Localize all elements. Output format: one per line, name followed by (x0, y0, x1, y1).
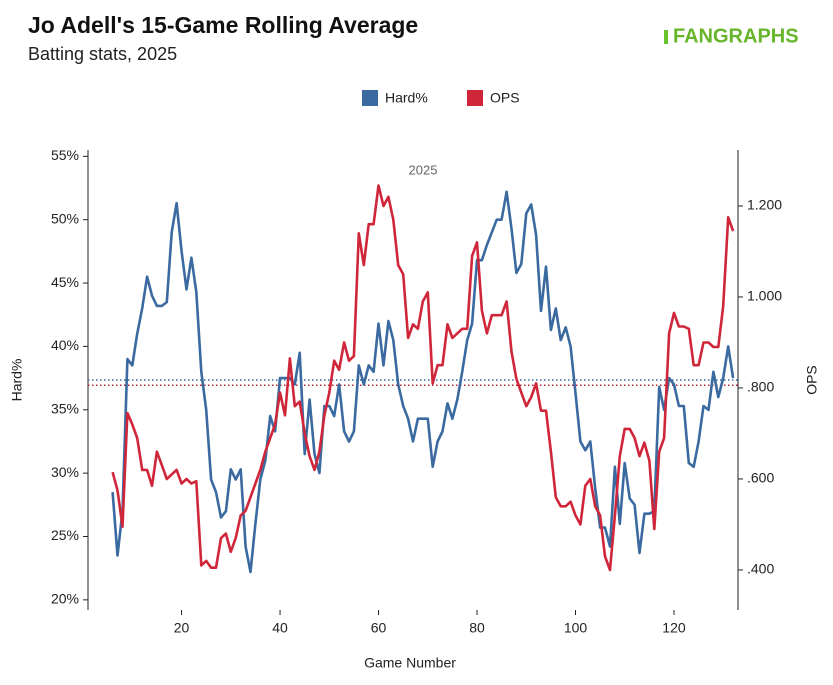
y2-axis-label: OPS (804, 365, 820, 395)
y2-tick-label: .600 (747, 470, 774, 486)
legend-label: Hard% (385, 90, 428, 106)
legend-swatch (467, 90, 483, 106)
y-tick-label: 25% (51, 527, 79, 543)
x-tick-label: 60 (371, 620, 387, 636)
legend-label: OPS (490, 90, 520, 106)
x-tick-label: 40 (272, 620, 288, 636)
y2-tick-label: .400 (747, 561, 774, 577)
x-tick-label: 120 (662, 620, 686, 636)
y2-tick-label: .800 (747, 379, 774, 395)
x-axis-label: Game Number (364, 655, 456, 671)
y-tick-label: 30% (51, 464, 79, 480)
logo: FANGRAPHS (673, 25, 799, 47)
y-tick-label: 50% (51, 210, 79, 226)
x-tick-label: 100 (564, 620, 588, 636)
x-tick-label: 20 (174, 620, 190, 636)
chart-subtitle: Batting stats, 2025 (28, 44, 177, 64)
x-tick-label: 80 (469, 620, 485, 636)
series-line (111, 184, 735, 572)
annotation: 2025 (409, 162, 438, 177)
y-tick-label: 45% (51, 274, 79, 290)
y-tick-label: 40% (51, 337, 79, 353)
y-axis-label: Hard% (9, 359, 25, 402)
y-tick-label: 55% (51, 147, 79, 163)
y-tick-label: 35% (51, 400, 79, 416)
legend-swatch (362, 90, 378, 106)
y-tick-label: 20% (51, 591, 79, 607)
chart-title: Jo Adell's 15-Game Rolling Average (28, 12, 418, 38)
logo-icon (664, 30, 668, 44)
y2-tick-label: 1.200 (747, 197, 782, 213)
y2-tick-label: 1.000 (747, 288, 782, 304)
series-line (111, 190, 735, 574)
